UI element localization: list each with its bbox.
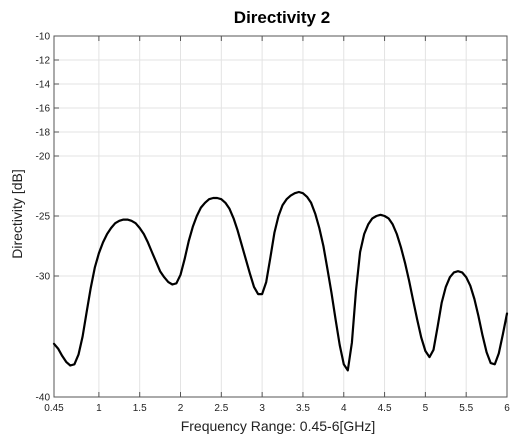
chart-title: Directivity 2 [234, 8, 330, 27]
y-tick-label: -30 [36, 272, 51, 283]
y-tick-label: -10 [36, 32, 51, 43]
x-tick-label: 3.5 [296, 403, 310, 414]
y-tick-label: -12 [36, 56, 51, 67]
y-tick-label: -25 [36, 212, 51, 223]
axis-ticks: 0.45 1 1.5 2 2.5 3 3.5 4 4.5 5 5.5 6 -10 -12 -14 -16 -18… [36, 32, 511, 415]
grid-lines [53, 35, 508, 398]
x-tick-label: 2 [178, 403, 184, 414]
x-tick-label: 3 [259, 403, 265, 414]
x-tick-label: 4.5 [378, 403, 392, 414]
x-tick-label: 1 [96, 403, 102, 414]
x-tick-label: 1.5 [133, 403, 147, 414]
x-axis-label: Frequency Range: 0.45-6[GHz] [181, 418, 376, 434]
y-tick-label: -16 [36, 104, 51, 115]
y-tick-label: -40 [36, 393, 51, 404]
x-tick-label: 5.5 [459, 403, 473, 414]
x-tick-label: 4 [341, 403, 347, 414]
y-axis-label: Directivity [dB] [9, 169, 25, 258]
y-tick-label: -14 [36, 80, 51, 91]
y-tick-label: -20 [36, 152, 51, 163]
x-tick-label: 5 [423, 403, 429, 414]
x-tick-label: 2.5 [214, 403, 228, 414]
x-tick-label: 0.45 [44, 403, 64, 414]
x-tick-label: 6 [504, 403, 510, 414]
directivity-curve [52, 190, 509, 372]
y-tick-label: -18 [36, 128, 51, 139]
